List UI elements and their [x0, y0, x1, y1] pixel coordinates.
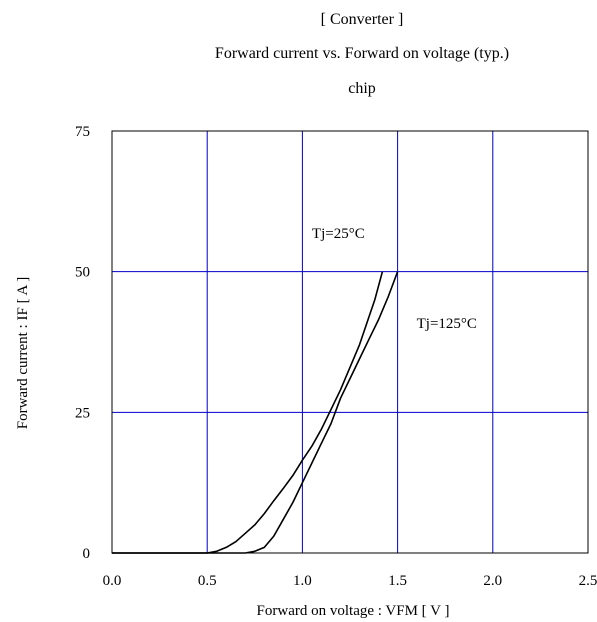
y-axis-ticks: 0 25 50 75: [75, 124, 90, 562]
series-line-1: [112, 271, 384, 554]
series-line-2: [112, 271, 399, 554]
x-tick-label: 0.5: [198, 573, 217, 589]
chart-subtitle: Forward current vs. Forward on voltage (…: [215, 45, 509, 62]
y-tick-label: 0: [83, 546, 91, 562]
x-tick-label: 0.0: [103, 573, 122, 589]
chart-subtitle-chip: chip: [348, 80, 376, 97]
plot-area-frame: [111, 130, 589, 554]
annotations: Tj=25°C Tj=125°C: [312, 226, 477, 332]
y-tick-label: 25: [75, 405, 90, 421]
grid-lines: [112, 131, 588, 553]
y-axis-label: Forward current : IF [ A ]: [15, 277, 31, 429]
x-axis-label: Forward on voltage : VFM [ V ]: [257, 603, 450, 619]
x-tick-label: 1.5: [388, 573, 407, 589]
x-tick-label: 1.0: [293, 573, 312, 589]
x-tick-label: 2.5: [579, 573, 597, 589]
x-tick-label: 2.0: [483, 573, 502, 589]
y-tick-label: 75: [75, 124, 90, 140]
chart-title: [ Converter ]: [321, 11, 404, 28]
y-tick-label: 50: [75, 265, 90, 281]
annotation-2: Tj=125°C: [417, 316, 477, 332]
x-axis-ticks: 0.0 0.5 1.0 1.5 2.0 2.5: [103, 573, 597, 589]
series-group: [112, 271, 399, 554]
annotation-1: Tj=25°C: [312, 226, 365, 242]
